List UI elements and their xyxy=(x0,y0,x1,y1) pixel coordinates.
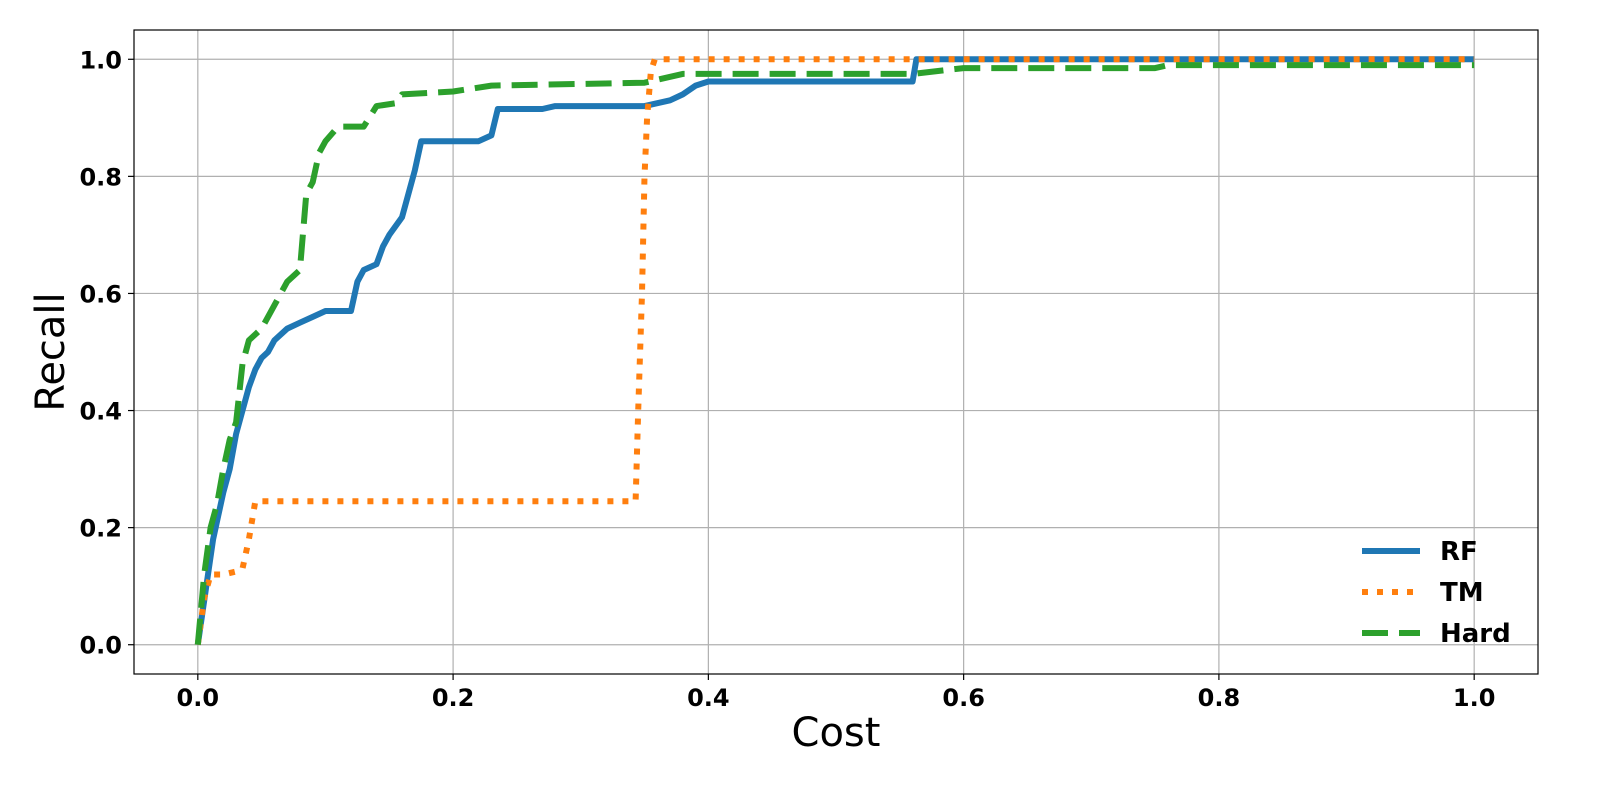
x-tick-labels: 0.0 0.2 0.4 0.6 0.8 1.0 xyxy=(177,674,1496,712)
y-tick-label: 0.8 xyxy=(79,163,122,191)
y-tick-labels: 0.0 0.2 0.4 0.6 0.8 1.0 xyxy=(79,46,134,660)
series-line-rf xyxy=(194,56,1475,646)
legend-label-rf: RF xyxy=(1440,537,1478,567)
x-axis-title: Cost xyxy=(792,710,881,756)
y-tick-label: 0.4 xyxy=(79,398,122,426)
grid xyxy=(134,30,1538,674)
y-tick-label: 0.0 xyxy=(79,632,122,660)
x-tick-label: 0.4 xyxy=(687,684,730,712)
y-tick-label: 1.0 xyxy=(79,46,122,74)
x-tick-label: 1.0 xyxy=(1453,684,1496,712)
x-tick-label: 0.6 xyxy=(942,684,985,712)
y-tick-label: 0.2 xyxy=(79,515,122,543)
y-tick-label: 0.6 xyxy=(79,280,122,308)
plot-frame xyxy=(133,29,1539,675)
y-axis-title: Recall xyxy=(28,292,74,411)
x-tick-label: 0.0 xyxy=(177,684,220,712)
series-line-hard xyxy=(194,62,1475,645)
x-tick-label: 0.2 xyxy=(432,684,475,712)
legend-label-tm: TM xyxy=(1440,578,1484,608)
x-tick-label: 0.8 xyxy=(1198,684,1241,712)
series-lines xyxy=(194,56,1475,646)
legend: RF TM Hard xyxy=(1362,537,1511,649)
series-line-tm xyxy=(194,56,1475,646)
legend-label-hard: Hard xyxy=(1440,619,1511,649)
